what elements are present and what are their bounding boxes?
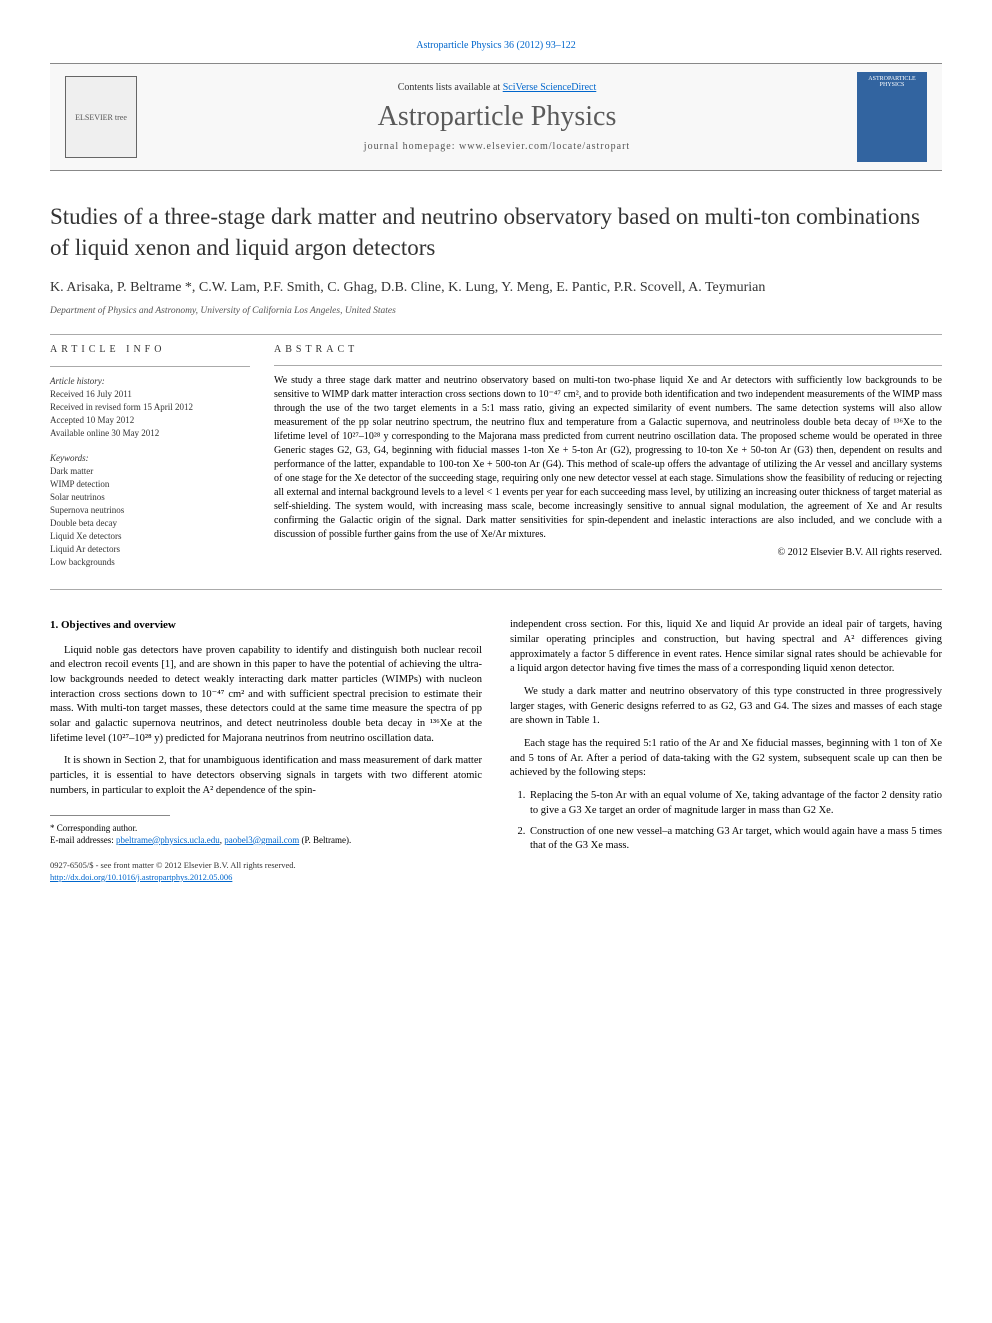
keyword: WIMP detection — [50, 478, 250, 491]
doi-link[interactable]: http://dx.doi.org/10.1016/j.astropartphy… — [50, 872, 232, 882]
journal-name: Astroparticle Physics — [152, 101, 842, 133]
contents-available-line: Contents lists available at SciVerse Sci… — [152, 82, 842, 93]
article-title: Studies of a three-stage dark matter and… — [50, 201, 942, 263]
history-accepted: Accepted 10 May 2012 — [50, 414, 250, 427]
keyword: Liquid Xe detectors — [50, 530, 250, 543]
journal-reference: Astroparticle Physics 36 (2012) 93–122 — [50, 40, 942, 51]
publisher-logo: ELSEVIER tree — [65, 76, 137, 158]
step-item: Replacing the 5-ton Ar with an equal vol… — [528, 789, 942, 818]
sciencedirect-link[interactable]: SciVerse ScienceDirect — [503, 82, 597, 93]
history-label: Article history: — [50, 376, 105, 386]
abstract-column: ABSTRACT We study a three stage dark mat… — [274, 343, 942, 569]
email-line: E-mail addresses: pbeltrame@physics.ucla… — [50, 834, 482, 846]
body-two-columns: 1. Objectives and overview Liquid noble … — [50, 618, 942, 883]
divider — [274, 365, 942, 366]
corresponding-author-note: * Corresponding author. — [50, 822, 482, 834]
keyword: Liquid Ar detectors — [50, 543, 250, 556]
footer-meta: 0927-6505/$ - see front matter © 2012 El… — [50, 860, 482, 884]
body-paragraph: We study a dark matter and neutrino obse… — [510, 685, 942, 729]
abstract-heading: ABSTRACT — [274, 343, 942, 357]
footnotes: * Corresponding author. E-mail addresses… — [50, 822, 482, 846]
divider — [50, 366, 250, 367]
history-revised: Received in revised form 15 April 2012 — [50, 401, 250, 414]
abstract-text: We study a three stage dark matter and n… — [274, 374, 942, 542]
body-paragraph: independent cross section. For this, liq… — [510, 618, 942, 677]
body-paragraph: Liquid noble gas detectors have proven c… — [50, 644, 482, 747]
body-paragraph: It is shown in Section 2, that for unamb… — [50, 754, 482, 798]
journal-header: ELSEVIER tree Contents lists available a… — [50, 63, 942, 171]
contents-prefix: Contents lists available at — [398, 82, 503, 93]
numbered-steps: Replacing the 5-ton Ar with an equal vol… — [510, 789, 942, 854]
emails-label: E-mail addresses: — [50, 835, 116, 845]
section-heading: 1. Objectives and overview — [50, 618, 482, 633]
keywords-label: Keywords: — [50, 453, 89, 463]
history-received: Received 16 July 2011 — [50, 388, 250, 401]
body-paragraph: Each stage has the required 5:1 ratio of… — [510, 737, 942, 781]
divider — [50, 334, 942, 335]
emails-suffix: (P. Beltrame). — [299, 835, 351, 845]
header-center: Contents lists available at SciVerse Sci… — [152, 72, 842, 162]
journal-homepage: journal homepage: www.elsevier.com/locat… — [152, 141, 842, 152]
issn-line: 0927-6505/$ - see front matter © 2012 El… — [50, 860, 482, 872]
email-link[interactable]: pbeltrame@physics.ucla.edu — [116, 835, 220, 845]
article-info-heading: ARTICLE INFO — [50, 343, 250, 358]
step-item: Construction of one new vessel–a matchin… — [528, 825, 942, 854]
left-column: 1. Objectives and overview Liquid noble … — [50, 618, 482, 883]
abstract-copyright: © 2012 Elsevier B.V. All rights reserved… — [274, 546, 942, 560]
keyword: Dark matter — [50, 465, 250, 478]
keyword: Low backgrounds — [50, 556, 250, 569]
divider — [50, 589, 942, 590]
footnote-divider — [50, 815, 170, 816]
keyword: Solar neutrinos — [50, 491, 250, 504]
author-list: K. Arisaka, P. Beltrame *, C.W. Lam, P.F… — [50, 277, 942, 298]
history-online: Available online 30 May 2012 — [50, 427, 250, 440]
keyword: Double beta decay — [50, 517, 250, 530]
email-link[interactable]: paobel3@gmail.com — [224, 835, 299, 845]
journal-cover-thumbnail: ASTROPARTICLE PHYSICS — [857, 72, 927, 162]
right-column: independent cross section. For this, liq… — [510, 618, 942, 883]
article-info-sidebar: ARTICLE INFO Article history: Received 1… — [50, 343, 250, 569]
keyword: Supernova neutrinos — [50, 504, 250, 517]
author-affiliation: Department of Physics and Astronomy, Uni… — [50, 306, 942, 316]
